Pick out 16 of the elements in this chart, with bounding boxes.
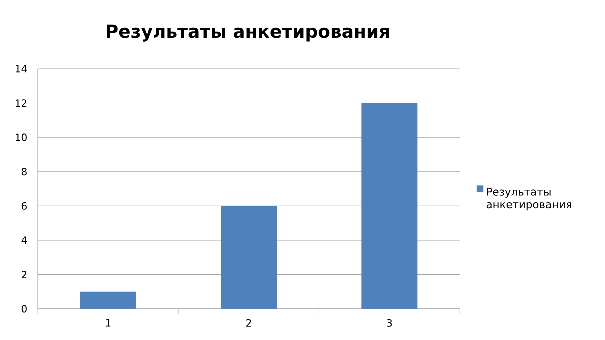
y-tick-label: 8 — [22, 168, 27, 176]
bar — [80, 292, 136, 309]
y-tick-label: 14 — [16, 65, 28, 73]
y-tick-label: 6 — [22, 202, 27, 210]
y-tick-label: 0 — [22, 305, 27, 313]
bar — [221, 206, 278, 309]
y-tick-label: 12 — [16, 100, 27, 107]
y-tick-label: 10 — [16, 134, 27, 142]
x-tick-label: 2 — [246, 319, 252, 327]
y-tick-label: 4 — [22, 236, 28, 244]
x-tick-label: 1 — [106, 319, 111, 327]
y-tick-label: 2 — [22, 271, 27, 278]
chart-title: Результаты анкетирования — [107, 24, 390, 42]
x-tick-label: 3 — [387, 319, 392, 327]
legend-label: Результаты анкетирования — [486, 188, 572, 211]
bar — [362, 103, 418, 309]
